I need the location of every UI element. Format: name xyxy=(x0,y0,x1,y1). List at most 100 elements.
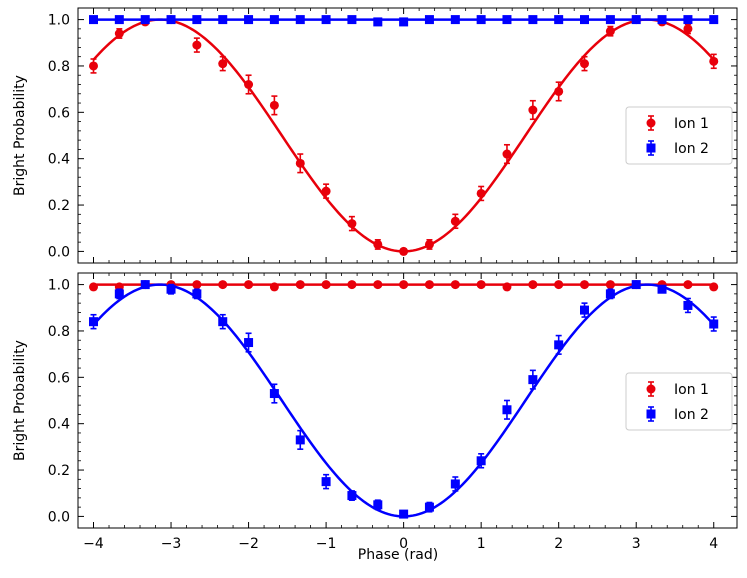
data-point-ion-2 xyxy=(295,15,305,25)
data-point-ion-1 xyxy=(450,280,460,290)
fit-curve-ion-1 xyxy=(92,18,715,253)
y-tick-label: 0.2 xyxy=(48,198,70,214)
data-point-ion-2 xyxy=(657,284,667,294)
data-point-ion-2 xyxy=(373,500,383,510)
data-point-ion-1 xyxy=(89,61,99,71)
data-point-ion-1 xyxy=(528,280,538,290)
data-point-ion-1 xyxy=(605,280,615,290)
legend-label: Ion 1 xyxy=(674,116,709,132)
data-point-ion-2 xyxy=(476,456,486,466)
data-point-ion-2 xyxy=(321,477,331,487)
data-point-ion-2 xyxy=(709,319,719,329)
x-tick-label: 4 xyxy=(709,536,718,552)
y-tick-label: 0.6 xyxy=(48,370,70,386)
legend: Ion 1 Ion 2 xyxy=(625,106,733,165)
data-point-ion-1 xyxy=(502,282,512,292)
y-tick-label: 0.0 xyxy=(48,509,70,525)
x-tick-label: 2 xyxy=(554,536,563,552)
y-tick-label: 1.0 xyxy=(48,13,70,29)
data-point-ion-2 xyxy=(631,280,641,290)
x-tick-label: 3 xyxy=(632,536,641,552)
data-point-ion-2 xyxy=(528,15,538,25)
data-point-ion-1 xyxy=(269,282,279,292)
y-axis-label: Bright Probability xyxy=(12,340,28,461)
data-point-ion-1 xyxy=(399,246,409,256)
data-point-ion-1 xyxy=(683,24,693,34)
data-point-ion-2 xyxy=(140,280,150,290)
data-point-ion-2 xyxy=(244,15,254,25)
data-point-ion-2 xyxy=(192,15,202,25)
data-point-ion-2 xyxy=(269,389,279,399)
data-point-ion-2 xyxy=(450,479,460,489)
fit-curve-ion-2 xyxy=(92,283,715,518)
data-point-ion-2 xyxy=(683,300,693,310)
legend-marker-circle xyxy=(646,384,656,394)
data-point-ion-1 xyxy=(554,280,564,290)
data-point-ion-1 xyxy=(373,239,383,249)
data-point-ion-2 xyxy=(399,509,409,519)
data-point-ion-1 xyxy=(321,280,331,290)
y-tick-label: 0.0 xyxy=(48,244,70,260)
data-point-ion-1 xyxy=(605,26,615,36)
data-point-ion-1 xyxy=(424,280,434,290)
legend-marker-square xyxy=(646,143,656,153)
data-point-ion-1 xyxy=(579,280,589,290)
data-point-ion-1 xyxy=(554,86,564,96)
legend-marker-circle xyxy=(646,118,656,128)
data-point-ion-2 xyxy=(89,15,99,25)
data-point-ion-2 xyxy=(321,15,331,25)
data-point-ion-1 xyxy=(502,149,512,159)
top-panel: 0.0 0.2 0.4 0.6 0.8 1.0 Bright Probability Ion … xyxy=(12,7,738,264)
data-point-ion-1 xyxy=(114,29,124,38)
data-point-ion-2 xyxy=(140,15,150,25)
data-point-ion-2 xyxy=(528,375,538,385)
data-point-ion-2 xyxy=(476,15,486,25)
y-tick-label: 0.4 xyxy=(48,152,70,168)
data-point-ion-1 xyxy=(709,56,719,66)
data-point-ion-2 xyxy=(554,340,564,350)
legend-label: Ion 2 xyxy=(674,141,709,157)
data-point-ion-2 xyxy=(450,15,460,25)
data-point-ion-1 xyxy=(269,100,279,110)
data-point-ion-2 xyxy=(89,317,99,327)
x-tick-label: 0 xyxy=(399,536,408,552)
plot-frame xyxy=(77,7,738,264)
plot-frame xyxy=(77,272,738,529)
data-point-ion-1 xyxy=(218,59,228,69)
x-tick-label: −2 xyxy=(238,536,259,552)
x-tick-label: 1 xyxy=(477,536,486,552)
data-point-ion-2 xyxy=(166,15,176,25)
data-point-ion-2 xyxy=(218,15,228,25)
data-point-ion-2 xyxy=(347,491,357,501)
y-axis-label: Bright Probability xyxy=(12,75,28,196)
bottom-panel: −4 −3 −2 −1 0 1 2 3 4 0.0 0.2 0.4 0.6 0.8 1.0 Bright Pr… xyxy=(12,272,738,552)
legend-label: Ion 1 xyxy=(674,382,709,398)
x-tick-label: −1 xyxy=(316,536,337,552)
data-point-ion-2 xyxy=(605,15,615,25)
legend-label: Ion 2 xyxy=(674,407,709,423)
data-point-ion-1 xyxy=(244,280,254,290)
data-point-ion-2 xyxy=(347,15,357,25)
y-tick-label: 0.6 xyxy=(48,105,70,121)
data-point-ion-2 xyxy=(424,502,434,512)
data-point-ion-1 xyxy=(579,59,589,69)
data-point-ion-2 xyxy=(709,15,719,25)
data-point-ion-1 xyxy=(321,186,331,196)
data-point-ion-2 xyxy=(579,15,589,25)
data-point-ion-1 xyxy=(683,280,693,290)
data-point-ion-2 xyxy=(218,317,228,327)
data-point-ion-1 xyxy=(295,280,305,290)
legend: Ion 1 Ion 2 xyxy=(625,372,733,431)
data-point-ion-2 xyxy=(605,289,615,299)
data-point-ion-2 xyxy=(657,15,667,25)
data-point-ion-2 xyxy=(114,15,124,25)
data-point-ion-2 xyxy=(166,284,176,294)
data-point-ion-2 xyxy=(114,289,124,299)
data-point-ion-1 xyxy=(373,280,383,290)
data-point-ion-1 xyxy=(192,40,202,50)
data-point-ion-2 xyxy=(424,15,434,25)
x-tick-label: −4 xyxy=(83,536,104,552)
x-axis-label: Phase (rad) xyxy=(358,547,438,563)
data-point-ion-1 xyxy=(347,280,357,290)
